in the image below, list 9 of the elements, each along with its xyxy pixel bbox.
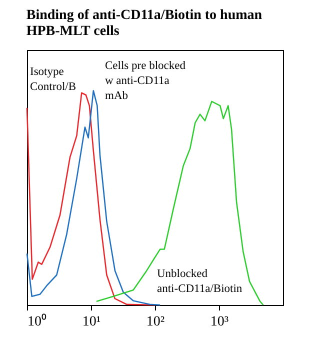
- x-tick-label: 10⁰: [28, 314, 46, 330]
- text: Binding of anti-CD11a/Biotin to human: [26, 8, 262, 23]
- x-tick-label: 10¹: [82, 314, 101, 330]
- annotation: Unblocked anti-CD11a/Biotin: [157, 268, 242, 295]
- annotation: Cells pre blocked w anti-CD11a mAb: [105, 60, 186, 102]
- x-tick-label: 10²: [146, 314, 165, 330]
- annotation: Isotype Control/B: [30, 66, 76, 93]
- x-tick-label: 10³: [210, 314, 229, 330]
- text: HPB-MLT cells: [26, 24, 120, 39]
